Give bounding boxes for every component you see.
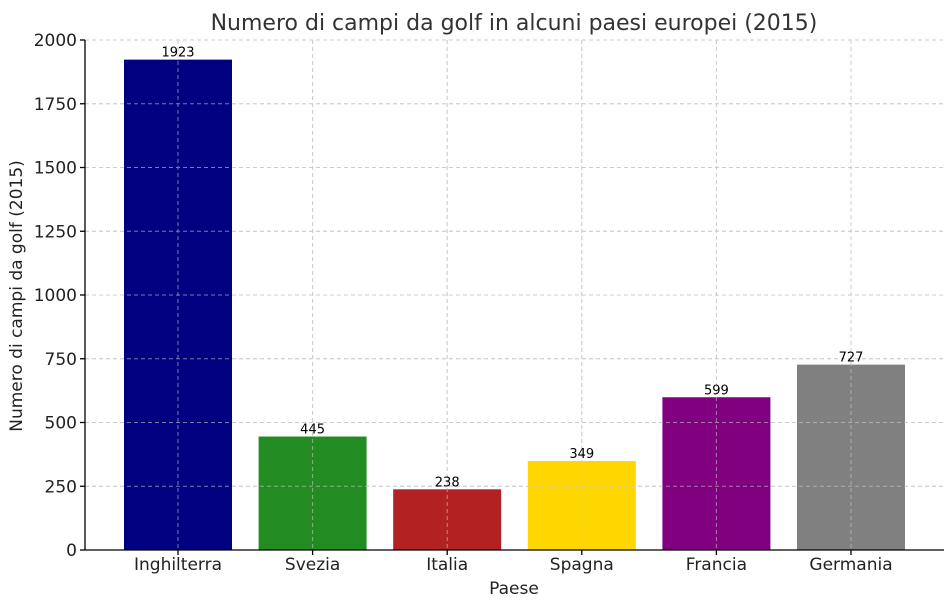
chart-title: Numero di campi da golf in alcuni paesi …: [211, 11, 818, 36]
y-axis-label: Numero di campi da golf (2015): [7, 160, 27, 432]
grid-overlay: [85, 39, 944, 551]
x-tick-label: Spagna: [550, 555, 614, 575]
y-tick-label: 1000: [34, 286, 77, 306]
y-tick-label: 250: [45, 477, 77, 497]
bars: [124, 59, 905, 550]
data-label: 1923: [161, 46, 194, 61]
data-label: 349: [569, 447, 594, 462]
x-tick-label: Inghilterra: [134, 555, 222, 575]
y-tick-label: 0: [66, 541, 77, 561]
x-tick-label: Francia: [686, 555, 747, 575]
axes: [80, 39, 944, 555]
data-label: 445: [300, 423, 325, 438]
tick-labels: 0 250 500 750 1000 1250 1500 1750 2000 Inghilterr…: [34, 31, 893, 575]
data-label: 727: [839, 351, 864, 366]
y-tick-label: 2000: [34, 31, 77, 51]
x-tick-label: Germania: [809, 555, 892, 575]
y-tick-label: 1250: [34, 222, 77, 242]
data-label: 599: [704, 383, 729, 398]
x-tick-label: Italia: [426, 555, 468, 575]
y-tick-label: 1500: [34, 159, 77, 179]
y-tick-label: 500: [45, 414, 77, 434]
y-tick-label: 1750: [34, 95, 77, 115]
x-tick-label: Svezia: [285, 555, 340, 575]
data-label: 238: [435, 475, 460, 490]
x-axis-label: Paese: [489, 579, 539, 599]
data-labels: 1923 445 238 349 599 727: [161, 46, 863, 491]
y-tick-label: 750: [45, 350, 77, 370]
